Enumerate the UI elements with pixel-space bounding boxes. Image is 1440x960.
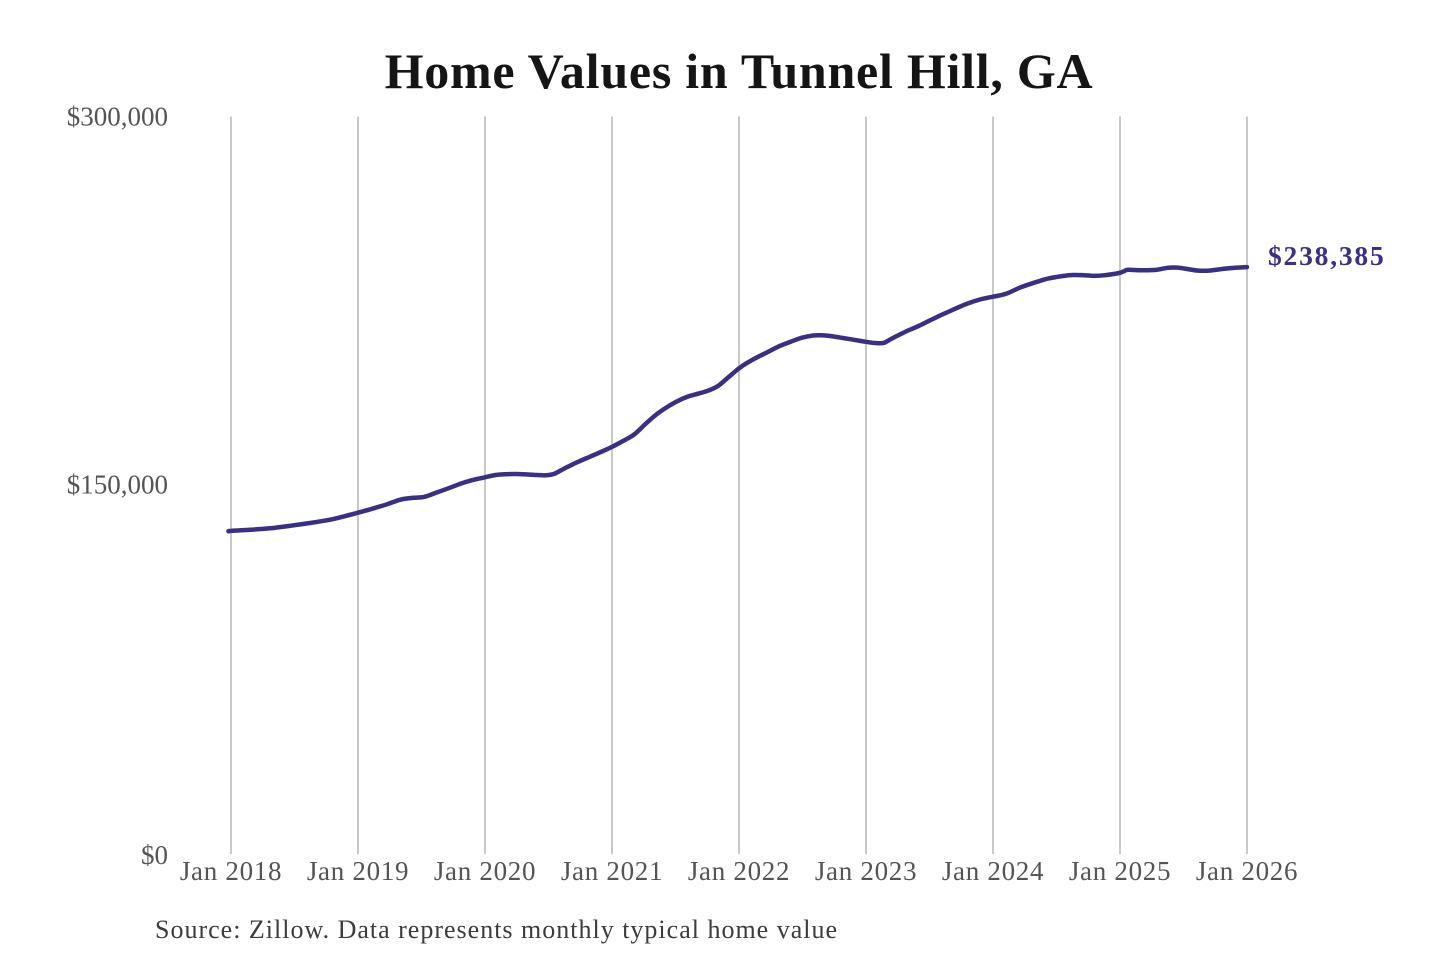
svg-text:$238,385: $238,385: [1268, 240, 1386, 271]
svg-text:Jan 2020: Jan 2020: [434, 856, 536, 886]
svg-text:Jan 2023: Jan 2023: [815, 856, 917, 886]
svg-text:Jan 2019: Jan 2019: [307, 856, 409, 886]
svg-text:Jan 2024: Jan 2024: [942, 856, 1044, 886]
svg-text:Jan 2022: Jan 2022: [688, 856, 790, 886]
svg-text:Jan 2018: Jan 2018: [180, 856, 282, 886]
svg-text:Jan 2026: Jan 2026: [1196, 856, 1298, 886]
svg-text:Source: Zillow. Data represent: Source: Zillow. Data represents monthly …: [155, 915, 838, 944]
svg-text:$300,000: $300,000: [67, 102, 168, 132]
svg-text:$0: $0: [141, 840, 168, 870]
svg-text:Jan 2025: Jan 2025: [1069, 856, 1171, 886]
svg-text:Jan 2021: Jan 2021: [561, 856, 663, 886]
svg-text:Home Values in Tunnel Hill, GA: Home Values in Tunnel Hill, GA: [385, 43, 1094, 99]
svg-text:$150,000: $150,000: [67, 470, 168, 500]
